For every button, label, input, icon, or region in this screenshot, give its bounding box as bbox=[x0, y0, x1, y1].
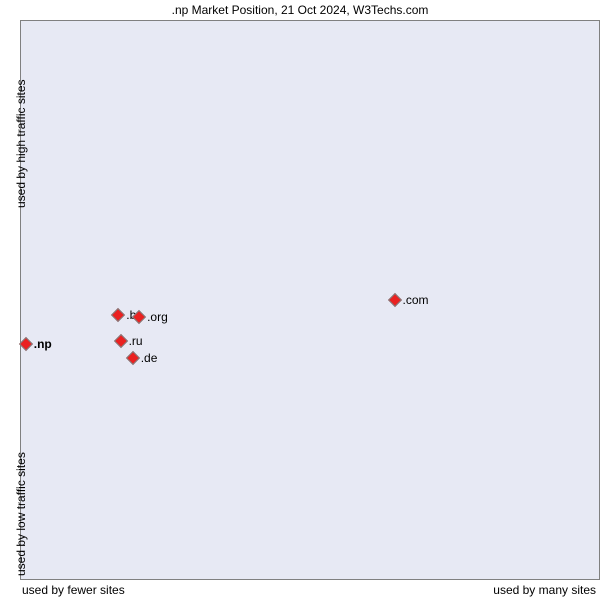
data-point-label: .ru bbox=[129, 334, 143, 348]
y-axis-label-high: used by high traffic sites bbox=[14, 79, 28, 208]
market-position-chart: .np Market Position, 21 Oct 2024, W3Tech… bbox=[0, 0, 600, 600]
x-axis-label-left: used by fewer sites bbox=[22, 583, 125, 597]
y-axis-label-low: used by low traffic sites bbox=[14, 452, 28, 576]
data-point-label: .com bbox=[403, 293, 429, 307]
plot-area bbox=[20, 20, 600, 580]
data-point-label: .de bbox=[141, 351, 158, 365]
x-axis-label-right: used by many sites bbox=[493, 583, 596, 597]
data-point-label: .np bbox=[34, 337, 52, 351]
data-point-label: .org bbox=[147, 310, 168, 324]
chart-title: .np Market Position, 21 Oct 2024, W3Tech… bbox=[0, 3, 600, 17]
